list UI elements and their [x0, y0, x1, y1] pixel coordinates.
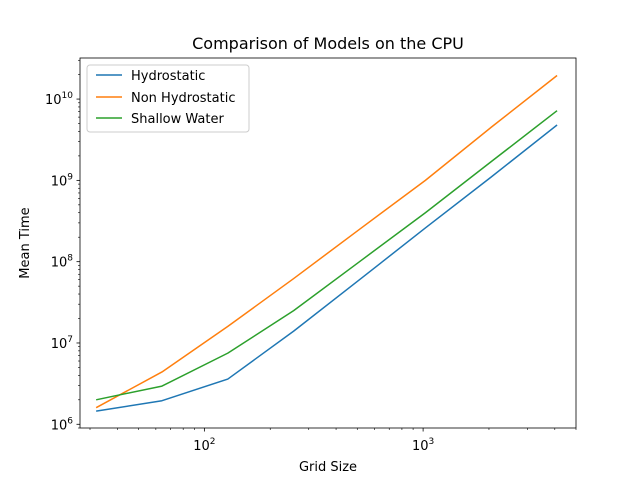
series-line-shallow-water [95, 110, 558, 401]
series-line-hydrostatic [96, 124, 558, 412]
x-tick-label: 103 [412, 437, 434, 454]
plot-frame [79, 57, 577, 429]
series-layer [95, 74, 558, 412]
x-tick-label: 102 [193, 437, 215, 454]
y-tick-label: 108 [51, 254, 74, 271]
chart-title: Comparison of Models on the CPU [192, 34, 464, 53]
legend-label-hydrostatic: Hydrostatic [131, 69, 205, 84]
legend-box [86, 64, 250, 133]
legend-label-non-hydrostatic: Non Hydrostatic [131, 91, 235, 106]
legend-label-shallow-water: Shallow Water [131, 112, 224, 127]
y-tick-label: 109 [51, 172, 74, 189]
y-tick-label: 107 [51, 335, 73, 352]
y-tick-label: 1010 [45, 91, 73, 108]
y-tick-label: 106 [51, 416, 74, 433]
x-axis-label: Grid Size [299, 460, 357, 475]
ticks-layer: 102 103 106 107 108 109 1010 [45, 59, 577, 454]
legend: Hydrostatic Non Hydrostatic Shallow Wate… [86, 64, 250, 133]
y-axis-label: Mean Time [18, 207, 33, 278]
series-line-non-hydrostatic [95, 74, 558, 409]
